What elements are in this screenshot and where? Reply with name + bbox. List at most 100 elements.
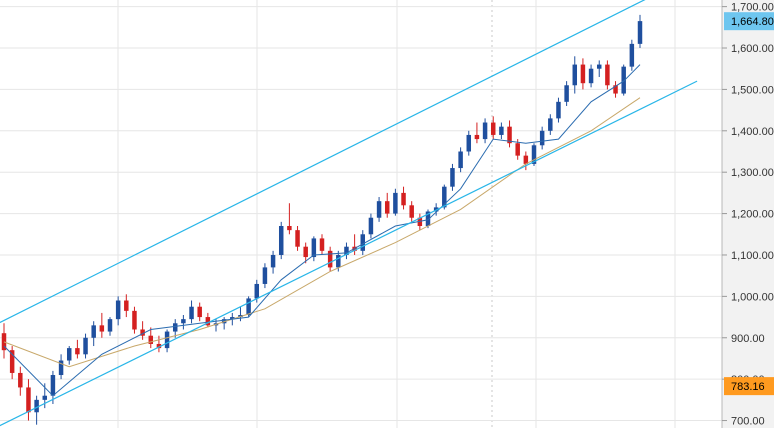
candle-up — [531, 145, 537, 164]
candle-up — [83, 337, 88, 355]
candle-down — [18, 372, 23, 388]
candle-down — [148, 335, 154, 344]
candle-up — [564, 85, 569, 102]
candle-down — [490, 122, 496, 135]
candle-up — [278, 226, 284, 255]
candle-down — [132, 310, 137, 330]
y-tick-label: 1,100.00 — [731, 250, 774, 262]
candle-up — [189, 306, 194, 320]
candle-up — [376, 201, 382, 218]
candle-up — [637, 21, 643, 44]
moving-average-fast — [3, 64, 641, 397]
indicator-lines — [0, 0, 698, 427]
y-tick-label: 900.00 — [731, 333, 765, 345]
candle-up — [442, 186, 447, 208]
candle-up — [66, 348, 72, 361]
candle-up — [556, 101, 561, 119]
channel-upper-line — [0, 0, 646, 324]
candle-down — [605, 64, 610, 86]
candle-down — [140, 329, 145, 336]
candle-up — [115, 300, 121, 320]
y-tick-label: 1,400.00 — [731, 126, 774, 138]
candle-up — [499, 126, 504, 135]
candle-down — [401, 192, 406, 206]
candle-down — [303, 246, 308, 258]
y-tick-label: 1,500.00 — [731, 84, 774, 96]
price-markers: 1,664.80 783.16 — [724, 12, 774, 396]
candle-down — [507, 126, 512, 144]
candle-up — [425, 211, 431, 227]
candle-down — [384, 201, 390, 214]
candle-up — [181, 319, 186, 324]
candle-down — [287, 226, 292, 231]
candle-up — [588, 68, 594, 84]
candle-down — [417, 217, 423, 227]
candle-down — [99, 325, 105, 332]
y-tick-label: 1,000.00 — [731, 291, 774, 303]
candle-down — [523, 155, 529, 164]
y-tick-label: 1,300.00 — [731, 167, 774, 179]
candle-up — [368, 217, 374, 235]
channel-lower-line — [0, 80, 698, 427]
candle-up — [230, 317, 235, 320]
candle-down — [474, 134, 480, 140]
candle-up — [393, 192, 398, 214]
price-marker-box — [724, 377, 774, 396]
candle-down — [75, 348, 80, 355]
candle-down — [156, 343, 162, 349]
candle-up — [164, 331, 170, 349]
price-marker-label: 1,664.80 — [731, 16, 774, 28]
candle-up — [221, 319, 227, 324]
candle-up — [107, 319, 113, 332]
candle-up — [238, 314, 243, 318]
candle-up — [539, 130, 545, 146]
candle-up — [311, 238, 317, 258]
candle-down — [515, 143, 520, 156]
candle-up — [548, 118, 553, 131]
gridlines — [0, 0, 722, 428]
candle-down — [1, 333, 7, 351]
y-tick-label: 1,200.00 — [731, 209, 774, 221]
candle-up — [450, 168, 455, 187]
price-marker-label: 783.16 — [731, 381, 765, 393]
candle-down — [319, 238, 325, 251]
candle-down — [124, 300, 129, 311]
candle-up — [629, 43, 635, 67]
candle-up — [254, 283, 260, 299]
candle-up — [344, 246, 349, 255]
candle-up — [42, 395, 48, 400]
candle-down — [327, 250, 333, 268]
candle-down — [197, 306, 202, 318]
candle-down — [613, 85, 618, 94]
candle-up — [458, 151, 463, 169]
candle-up — [262, 267, 268, 284]
y-tick-label: 700.00 — [731, 416, 765, 428]
candle-up — [58, 360, 64, 376]
candle-up — [572, 64, 578, 86]
candle-up — [270, 254, 276, 268]
candle-down — [295, 230, 300, 247]
candle-down — [409, 205, 414, 218]
candles — [1, 14, 643, 425]
moving-average-slow — [3, 97, 641, 368]
candle-up — [34, 399, 39, 413]
price-axis[interactable] — [722, 0, 774, 428]
candle-up — [172, 323, 178, 332]
candle-up — [50, 375, 56, 396]
candle-up — [466, 134, 472, 152]
candle-down — [26, 387, 31, 413]
candle-up — [360, 234, 366, 251]
candle-up — [91, 325, 96, 338]
candle-down — [580, 64, 586, 84]
candle-up — [482, 122, 488, 140]
candle-down — [9, 350, 15, 373]
candle-up — [596, 64, 602, 69]
candle-down — [205, 317, 211, 326]
candle-up — [336, 254, 341, 268]
candle-up — [246, 298, 251, 315]
y-tick-label: 1,600.00 — [731, 43, 774, 55]
y-tick-label: 1,700.00 — [731, 2, 774, 14]
candle-up — [621, 66, 626, 94]
price-marker-box — [724, 12, 774, 31]
